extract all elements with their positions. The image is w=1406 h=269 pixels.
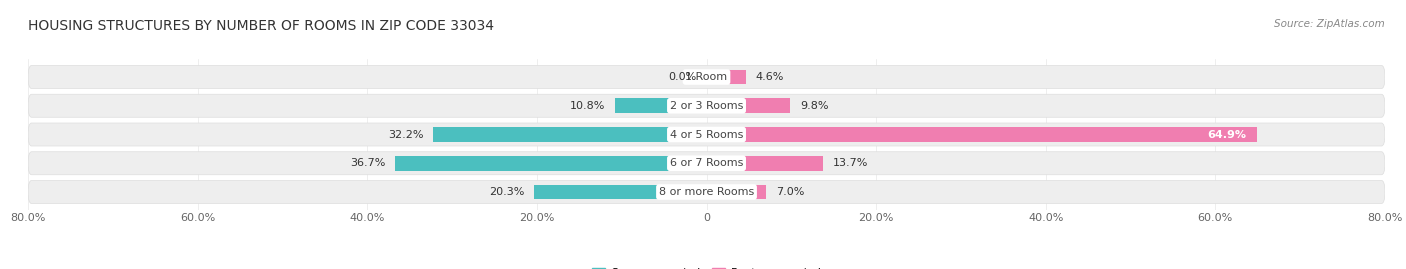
FancyBboxPatch shape — [28, 94, 1385, 117]
Text: 13.7%: 13.7% — [832, 158, 869, 168]
Bar — [707, 127, 1257, 142]
Text: 2 or 3 Rooms: 2 or 3 Rooms — [669, 101, 744, 111]
Text: 10.8%: 10.8% — [569, 101, 605, 111]
Text: 20.3%: 20.3% — [489, 187, 524, 197]
FancyBboxPatch shape — [28, 180, 1385, 203]
Text: 4.6%: 4.6% — [755, 72, 785, 82]
Bar — [433, 127, 707, 142]
Text: 0.0%: 0.0% — [668, 72, 696, 82]
Text: 8 or more Rooms: 8 or more Rooms — [659, 187, 754, 197]
Text: 32.2%: 32.2% — [388, 129, 423, 140]
Bar — [707, 98, 790, 113]
Bar — [614, 98, 707, 113]
Bar — [395, 156, 707, 171]
Text: 64.9%: 64.9% — [1208, 129, 1247, 140]
FancyBboxPatch shape — [28, 66, 1385, 89]
Text: 1 Room: 1 Room — [686, 72, 727, 82]
Text: 4 or 5 Rooms: 4 or 5 Rooms — [669, 129, 744, 140]
FancyBboxPatch shape — [28, 152, 1385, 175]
Text: 9.8%: 9.8% — [800, 101, 828, 111]
Text: 7.0%: 7.0% — [776, 187, 804, 197]
FancyBboxPatch shape — [28, 123, 1385, 146]
Bar — [707, 69, 745, 84]
Bar — [707, 156, 823, 171]
Bar — [534, 185, 707, 200]
Text: 36.7%: 36.7% — [350, 158, 385, 168]
Text: Source: ZipAtlas.com: Source: ZipAtlas.com — [1274, 19, 1385, 29]
Bar — [707, 185, 766, 200]
Text: HOUSING STRUCTURES BY NUMBER OF ROOMS IN ZIP CODE 33034: HOUSING STRUCTURES BY NUMBER OF ROOMS IN… — [28, 19, 494, 33]
Legend: Owner-occupied, Renter-occupied: Owner-occupied, Renter-occupied — [588, 263, 825, 269]
Text: 6 or 7 Rooms: 6 or 7 Rooms — [669, 158, 744, 168]
